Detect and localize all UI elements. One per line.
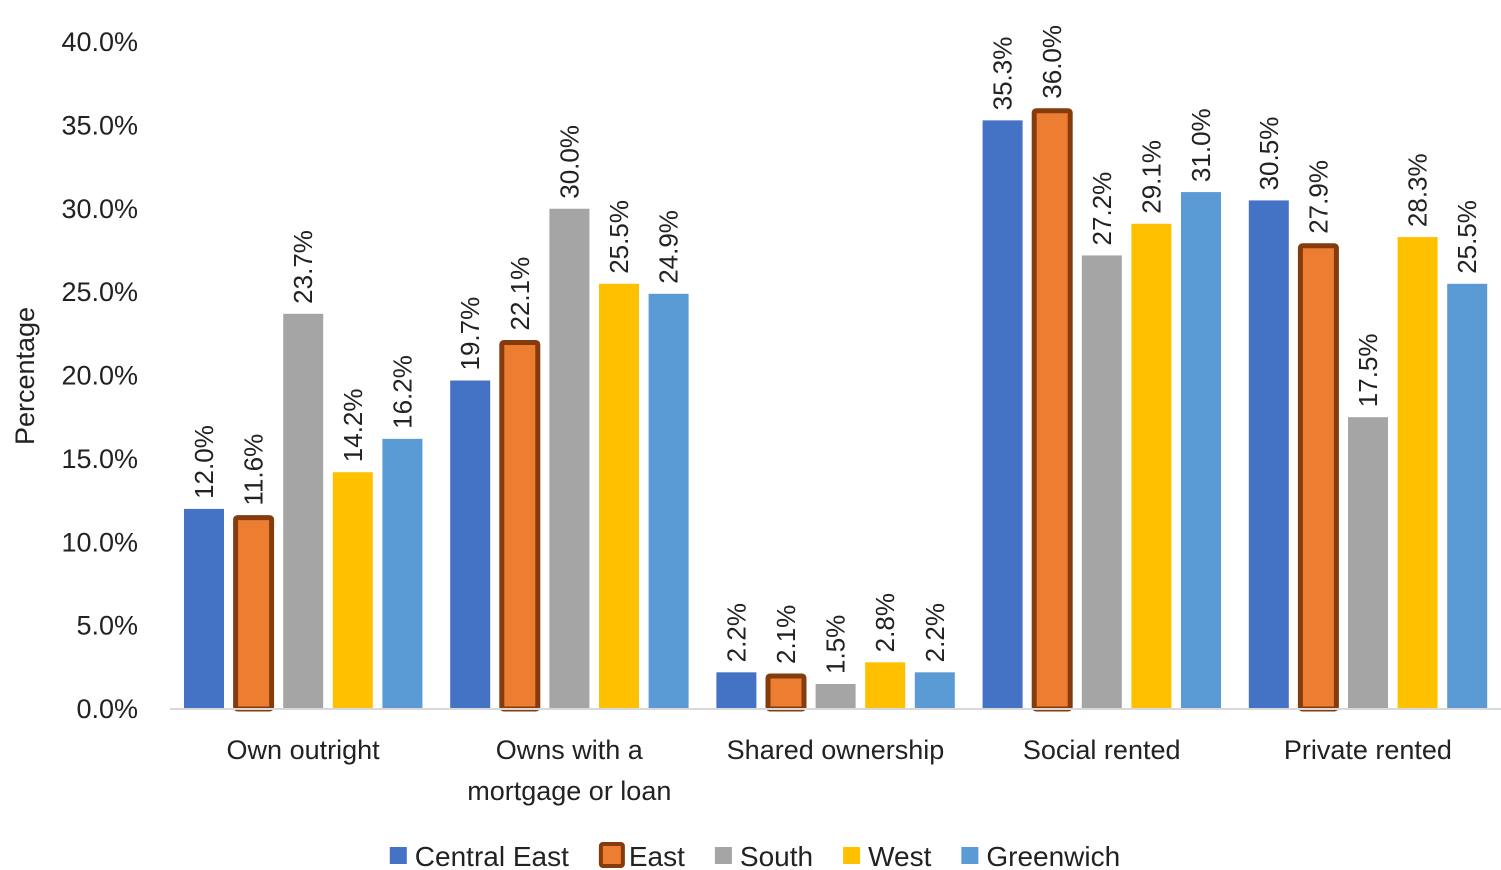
legend-item-south: South xyxy=(714,841,813,870)
data-label: 12.0% xyxy=(189,425,219,499)
bar-central-east xyxy=(716,672,757,709)
legend-swatch xyxy=(389,847,407,864)
data-label: 28.3% xyxy=(1403,153,1433,227)
x-category-label: Own outright xyxy=(227,735,381,765)
data-label: 29.1% xyxy=(1136,140,1166,214)
bar-east xyxy=(765,673,807,712)
bar-west xyxy=(1397,237,1438,709)
bar-central-east xyxy=(982,120,1023,709)
bar-east xyxy=(233,515,275,712)
bar-south xyxy=(283,313,324,709)
data-label: 27.2% xyxy=(1087,172,1117,246)
bar-central-east xyxy=(1248,200,1289,709)
bar-south xyxy=(1348,417,1388,709)
bar-greenwich xyxy=(914,672,955,709)
bar-central-east xyxy=(450,380,491,709)
legend: Central East East South West Greenwich xyxy=(389,841,1120,870)
data-label: 27.9% xyxy=(1303,160,1333,234)
data-label: 30.0% xyxy=(554,125,584,199)
bar-west xyxy=(865,662,906,709)
x-category-label: Shared ownership xyxy=(727,735,945,765)
y-axis: 0.0% 5.0% 10.0% 15.0% 20.0% 25.0% 30.0% 35.0% 40… xyxy=(61,27,138,724)
y-tick-label: 0.0% xyxy=(76,694,138,724)
bar-south xyxy=(549,208,590,709)
bar-greenwich xyxy=(648,293,689,709)
data-label: 14.2% xyxy=(338,388,368,462)
data-label: 19.7% xyxy=(455,297,485,371)
y-tick-label: 20.0% xyxy=(61,361,138,391)
legend-item-greenwich: Greenwich xyxy=(961,841,1120,870)
data-label: 1.5% xyxy=(821,615,851,674)
data-label: 22.1% xyxy=(505,257,535,331)
bars xyxy=(184,108,1488,712)
y-axis-title: Percentage xyxy=(10,307,40,445)
bar-greenwich xyxy=(1181,192,1221,709)
legend-swatch xyxy=(961,847,979,864)
y-tick-label: 15.0% xyxy=(61,444,138,474)
data-label: 24.9% xyxy=(654,210,684,284)
x-category-label: Private rented xyxy=(1284,735,1452,765)
data-label: 2.2% xyxy=(721,603,751,662)
x-axis: Own outright Owns with a mortgage or loan S… xyxy=(227,735,1452,806)
x-category-label: mortgage or loan xyxy=(467,776,671,806)
data-label: 2.2% xyxy=(920,603,950,662)
data-label: 17.5% xyxy=(1353,333,1383,407)
bar-greenwich xyxy=(382,438,423,709)
data-label: 2.1% xyxy=(771,605,801,664)
data-label: 25.5% xyxy=(604,200,634,274)
bar-east xyxy=(1297,243,1339,712)
legend-swatch xyxy=(714,847,732,864)
bar-central-east xyxy=(184,508,224,709)
legend-item-central-east: Central East xyxy=(389,841,569,870)
data-label: 23.7% xyxy=(288,230,318,304)
x-category-label: Owns with a xyxy=(496,735,644,765)
legend-label: West xyxy=(868,841,931,870)
y-tick-label: 40.0% xyxy=(61,27,138,57)
legend-label: South xyxy=(740,841,813,870)
legend-label: Greenwich xyxy=(986,841,1120,870)
data-label: 30.5% xyxy=(1254,117,1284,191)
bar-greenwich xyxy=(1447,283,1488,709)
bar-west xyxy=(332,472,373,709)
legend-swatch xyxy=(843,847,861,864)
legend-item-west: West xyxy=(843,841,932,870)
bar-south xyxy=(815,683,856,709)
bar-east xyxy=(1031,108,1073,712)
legend-swatch xyxy=(598,842,625,868)
data-label: 35.3% xyxy=(988,37,1018,111)
bar-south xyxy=(1081,255,1122,709)
y-tick-label: 10.0% xyxy=(61,527,138,557)
legend-label: Central East xyxy=(415,841,569,870)
x-category-label: Social rented xyxy=(1023,735,1181,765)
data-label: 25.5% xyxy=(1452,200,1482,274)
data-label: 11.6% xyxy=(239,434,269,506)
legend-item-east: East xyxy=(598,841,685,870)
data-label: 16.2% xyxy=(387,355,417,429)
y-tick-label: 25.0% xyxy=(61,277,138,307)
data-label: 2.8% xyxy=(870,593,900,652)
data-label: 36.0% xyxy=(1037,25,1067,99)
y-tick-label: 30.0% xyxy=(61,194,138,224)
bar-east xyxy=(499,339,541,712)
y-tick-label: 35.0% xyxy=(61,110,138,140)
data-labels: 12.0% 11.6% 23.7% 14.2% 16.2% 19.7% 22.1% 30.0%… xyxy=(189,25,1482,674)
bar-west xyxy=(599,283,639,709)
bar-west xyxy=(1131,223,1172,709)
y-tick-label: 5.0% xyxy=(76,611,138,641)
data-label: 31.0% xyxy=(1186,108,1216,182)
legend-label: East xyxy=(629,841,685,870)
